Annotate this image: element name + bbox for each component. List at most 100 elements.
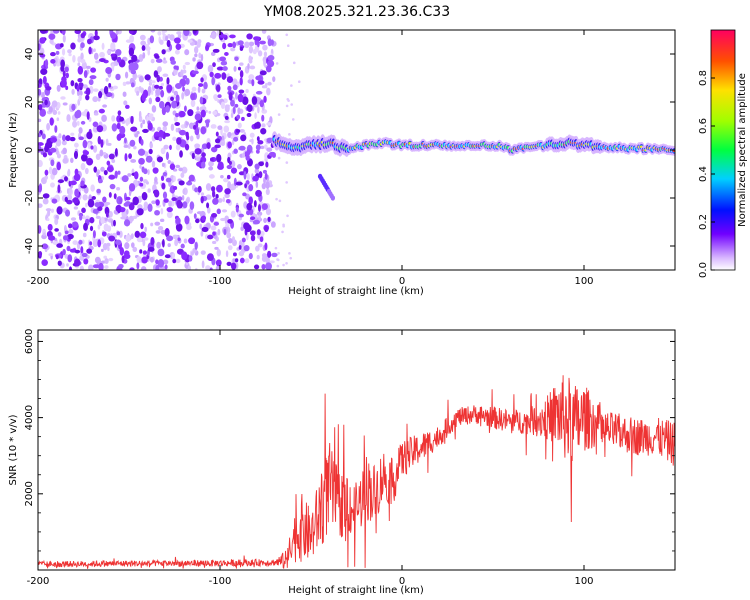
heatmap-noise-cell xyxy=(127,173,132,177)
heatmap-noise-blob xyxy=(176,199,182,209)
heatmap-noise-blob xyxy=(128,153,132,159)
heatmap-noise-cell xyxy=(201,260,205,269)
heatmap-noise-cell xyxy=(245,88,249,94)
heatmap-noise-blob xyxy=(55,50,60,55)
heatmap-noise-blob xyxy=(38,142,44,146)
heatmap-noise-cell xyxy=(224,120,231,124)
heatmap-noise-cell xyxy=(81,61,87,70)
heatmap-noise-cell xyxy=(51,167,58,176)
heatmap-noise-blob xyxy=(65,85,69,91)
heatmap-noise-blob xyxy=(184,105,187,112)
heatmap-noise-blob xyxy=(229,34,236,39)
heatmap-noise-cell xyxy=(222,196,226,203)
heatmap-noise-cell xyxy=(177,33,182,39)
heatmap-noise-cell xyxy=(261,182,266,190)
bottom-x-tick-label: -100 xyxy=(209,576,232,587)
heatmap-noise-cell xyxy=(182,188,186,195)
heatmap-noise-blob xyxy=(123,202,130,207)
heatmap-noise-cell xyxy=(275,62,279,65)
heatmap-noise-blob xyxy=(161,182,166,190)
heatmap-noise-blob xyxy=(255,75,263,81)
heatmap-noise-cell xyxy=(142,239,146,247)
heatmap-noise-cell xyxy=(277,251,280,255)
heatmap-noise-blob xyxy=(77,78,83,83)
heatmap-noise-blob xyxy=(150,237,155,246)
heatmap-noise-cell xyxy=(85,202,88,208)
heatmap-noise-cell xyxy=(184,88,191,97)
heatmap-noise-cell xyxy=(163,144,169,150)
heatmap-noise-blob xyxy=(178,180,185,186)
heatmap-noise-cell xyxy=(223,125,230,133)
bottom-plot-frame xyxy=(37,329,676,571)
heatmap-noise-blob xyxy=(159,101,165,109)
heatmap-noise-cell xyxy=(223,177,229,183)
heatmap-noise-blob xyxy=(38,133,42,138)
heatmap-noise-cell xyxy=(184,61,191,66)
heatmap-noise-cell xyxy=(144,43,150,50)
heatmap-noise-blob xyxy=(130,126,138,132)
heatmap-noise-blob xyxy=(188,237,196,245)
heatmap-noise-cell xyxy=(194,53,198,58)
heatmap-noise-cell xyxy=(290,103,294,106)
heatmap-noise-blob xyxy=(115,73,121,81)
heatmap-noise-cell xyxy=(147,188,151,193)
colorbar-ticks: 0.0 0.2 0.4 0.6 0.8 xyxy=(698,70,715,278)
heatmap-noise-blob xyxy=(233,136,239,142)
heatmap-noise-cell xyxy=(275,197,278,201)
heatmap-noise-blob xyxy=(39,108,47,117)
heatmap-noise-cell xyxy=(61,48,66,56)
heatmap-noise-blob xyxy=(144,74,151,81)
heatmap-noise-cell xyxy=(248,55,252,63)
heatmap-noise-cell xyxy=(81,214,86,220)
heatmap-noise-cell xyxy=(148,97,153,105)
heatmap-noise-blob xyxy=(200,126,207,135)
heatmap-noise-cell xyxy=(231,78,238,86)
heatmap-noise-cell xyxy=(111,63,115,72)
heatmap-noise-cell xyxy=(150,222,154,227)
heatmap-noise-cell xyxy=(261,85,267,89)
heatmap-noise-cell xyxy=(104,265,109,269)
heatmap-noise-cell xyxy=(285,262,288,265)
heatmap-noise-blob xyxy=(139,231,147,239)
heatmap-noise-cell xyxy=(162,73,169,78)
heatmap-noise-blob xyxy=(78,136,84,141)
heatmap-noise-blob xyxy=(201,143,208,150)
heatmap-noise-blob xyxy=(201,226,209,233)
heatmap-noise-cell xyxy=(189,135,194,142)
heatmap-noise-cell xyxy=(237,107,241,115)
heatmap-noise-cell xyxy=(175,164,181,169)
heatmap-noise-cell xyxy=(208,160,214,167)
heatmap-noise-blob xyxy=(193,213,197,219)
heatmap-noise-cell xyxy=(200,230,204,237)
heatmap-noise-cell xyxy=(210,124,217,129)
heatmap-noise-blob xyxy=(44,169,49,176)
heatmap-noise-blob xyxy=(142,128,149,133)
heatmap-noise-blob xyxy=(67,223,73,229)
heatmap-noise-blob xyxy=(192,30,197,34)
heatmap-noise-blob xyxy=(141,92,146,102)
heatmap-noise-blob xyxy=(206,202,210,209)
snr-panel: -200 -100 0 100 2000 4000 6000 Height of stra… xyxy=(8,329,676,596)
heatmap-noise-blob xyxy=(163,132,171,137)
heatmap-noise-cell xyxy=(151,105,157,113)
heatmap-noise-cell xyxy=(261,253,267,258)
heatmap-noise-blob xyxy=(117,206,121,214)
heatmap-noise-blob xyxy=(74,30,82,34)
heatmap-noise-cell xyxy=(157,31,162,36)
heatmap-noise-blob xyxy=(228,160,232,166)
heatmap-noise-blob xyxy=(80,42,85,49)
heatmap-noise-cell xyxy=(99,149,104,157)
heatmap-noise-blob xyxy=(248,196,253,205)
heatmap-noise-cell xyxy=(162,60,168,64)
heatmap-noise-blob xyxy=(245,210,251,216)
heatmap-noise-cell xyxy=(122,81,127,87)
heatmap-noise-cell xyxy=(267,81,272,86)
heatmap-noise-blob xyxy=(212,48,220,53)
heatmap-noise-cell xyxy=(106,242,111,247)
heatmap-noise-cell xyxy=(200,192,205,196)
heatmap-noise-blob xyxy=(233,148,238,154)
heatmap-noise-blob xyxy=(211,213,218,218)
heatmap-noise-blob xyxy=(44,59,49,68)
heatmap-noise-cell xyxy=(84,167,89,175)
